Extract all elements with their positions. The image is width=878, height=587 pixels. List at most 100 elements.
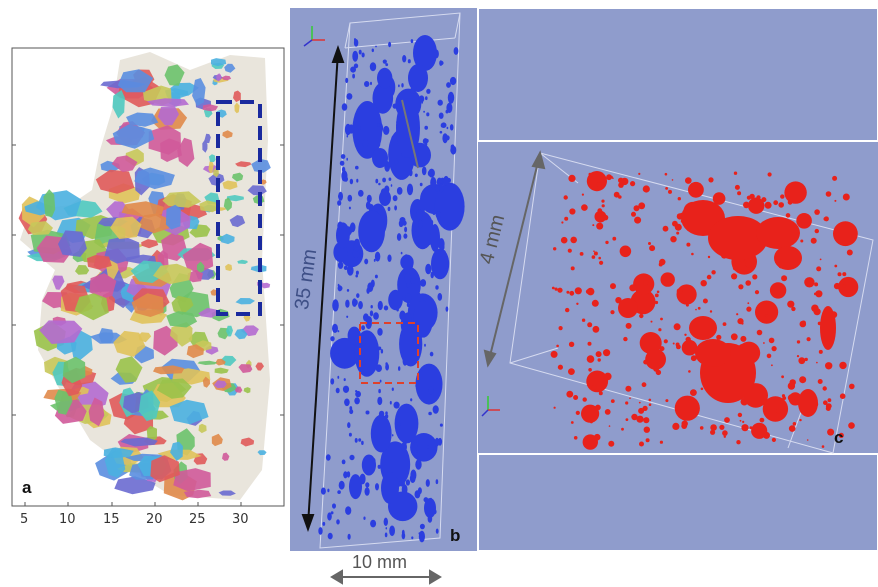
void-c (842, 272, 847, 277)
void-c (799, 320, 807, 328)
panel-b-label: b (450, 526, 461, 545)
void-c (736, 313, 739, 316)
panel-a-y-ticks (12, 144, 284, 416)
void-b (377, 67, 393, 89)
void-b (404, 226, 408, 233)
void-c (593, 433, 601, 441)
void-c (676, 231, 680, 235)
grain (238, 364, 253, 373)
void-c (638, 401, 641, 404)
void-c (745, 280, 751, 286)
void-c (625, 418, 629, 421)
void-b (393, 401, 400, 409)
void-b-large (379, 190, 391, 206)
void-c-large (689, 316, 717, 340)
grain (225, 263, 233, 271)
void-c (700, 280, 707, 287)
void-b (426, 88, 431, 94)
void-c (799, 418, 802, 422)
void-c (823, 400, 828, 406)
void-b (410, 278, 417, 284)
void-c (827, 428, 835, 436)
void-b (430, 177, 437, 189)
void-b (429, 351, 434, 357)
void-b (354, 238, 360, 248)
voids-b (318, 35, 465, 543)
grain (112, 90, 125, 119)
void-c (834, 264, 838, 268)
grain (104, 236, 140, 264)
grain (150, 455, 180, 483)
void-b (327, 488, 330, 493)
void-b (434, 182, 465, 231)
void-c (791, 306, 796, 312)
void-c (664, 172, 668, 176)
x-tick-25: 25 (189, 512, 206, 527)
grain (192, 78, 206, 107)
void-b (348, 206, 351, 210)
void-c (834, 199, 837, 202)
void-c (738, 284, 744, 290)
void-c (558, 326, 563, 331)
void-c (581, 204, 588, 211)
void-b (342, 385, 350, 393)
void-b (341, 459, 346, 465)
void-b (350, 66, 356, 73)
x-tick-30: 30 (232, 512, 249, 527)
grain (62, 356, 86, 384)
void-b (365, 201, 371, 210)
void-c-large (708, 216, 768, 260)
void-c (724, 417, 730, 423)
void-b (388, 289, 403, 311)
void-c (821, 445, 825, 448)
void-c (638, 407, 645, 414)
void-c (642, 185, 650, 193)
grain (214, 367, 229, 374)
void-b (419, 182, 423, 187)
grain (89, 273, 117, 299)
void-b (425, 263, 432, 275)
grain (223, 197, 233, 212)
void-b (373, 312, 379, 320)
void-c (610, 399, 615, 403)
void-b (353, 63, 359, 69)
void-c (557, 364, 563, 370)
grain (251, 158, 271, 173)
void-c (787, 394, 795, 402)
void-b (372, 82, 394, 114)
axis-triad-c (481, 396, 500, 417)
void-b (398, 366, 401, 371)
void-b (401, 83, 404, 88)
void-c (723, 435, 726, 438)
void-c (629, 397, 631, 400)
void-b (358, 49, 362, 55)
void-c (619, 245, 632, 258)
grain (229, 215, 246, 228)
void-c (566, 390, 574, 398)
grain (224, 63, 236, 73)
dimension-10mm-label: 10 mm (352, 552, 408, 572)
void-c (756, 329, 763, 336)
void-c (631, 413, 638, 421)
void-b (336, 519, 340, 525)
void-b (337, 490, 341, 494)
grain (199, 200, 218, 213)
void-c (800, 239, 804, 243)
void-b (453, 47, 459, 55)
void-b (390, 184, 393, 187)
void-b (410, 433, 438, 462)
grain (234, 386, 243, 393)
void-c (569, 208, 576, 215)
grain (165, 204, 181, 230)
grain (74, 293, 109, 321)
void-b (435, 211, 442, 219)
void-b (346, 315, 349, 318)
void-c (665, 187, 668, 190)
void-c (659, 440, 663, 444)
grain (147, 98, 189, 107)
void-b (392, 103, 398, 109)
grain (153, 365, 185, 375)
void-c (625, 401, 629, 405)
grain (170, 441, 183, 461)
void-c (722, 322, 727, 326)
